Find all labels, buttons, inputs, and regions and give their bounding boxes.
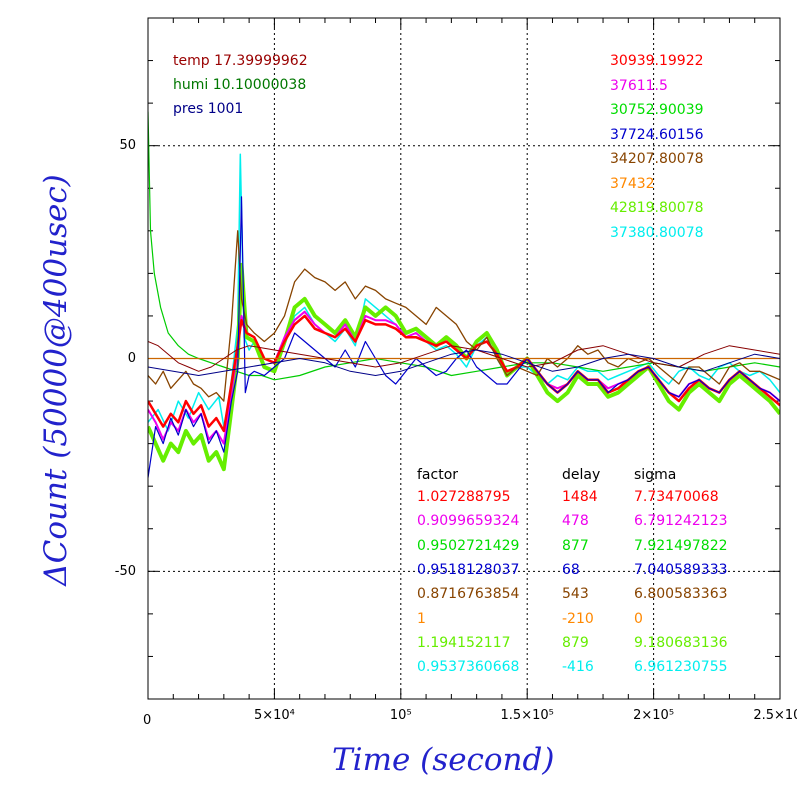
x-tick-label: 2×10⁵ [633,708,675,723]
stats-cell-factor: 1 [417,610,426,627]
x-tick-label: 0 [143,713,152,728]
stats-cell-delay: -416 [562,659,594,676]
series-line-6 [148,196,780,478]
stats-cell-delay: 68 [562,561,580,578]
stats-cell-factor: 0.9502721429 [417,537,520,554]
y-tick-label: -50 [114,563,136,579]
x-tick-label: 1.5×10⁵ [500,708,554,723]
env-legend-item: humi 10.10000038 [173,77,307,93]
series-line-2 [148,111,780,381]
series-line-3 [148,310,780,445]
stats-cell-delay: 1484 [562,489,598,505]
stats-cell-factor: 0.9518128037 [417,561,520,578]
x-tick-label: 10⁵ [389,708,412,723]
env-legend-item: pres 1001 [173,101,244,117]
x-tick-label: 5×10⁴ [253,708,295,723]
count-legend-item: 30752.90039 [610,102,704,118]
stats-cell-factor: 0.9099659324 [417,513,520,530]
stats-cell-factor: 1.027288795 [417,489,511,505]
count-legend-item: 37611.5 [610,77,668,94]
series-layer [148,111,780,478]
count-legend-item: 42819.80078 [610,200,704,216]
y-axis-label-text: ΔCount (50000@400usec) [38,174,74,586]
stats-header-sigma: sigma [634,467,677,483]
y-tick-label: 0 [127,351,136,366]
count-legend-item: 37432 [610,175,655,192]
plot-frame [147,17,781,700]
series-line-9 [148,349,780,376]
x-tick-label: 2.5×10⁵ [753,708,797,723]
count-legend-item: 30939.19922 [610,53,704,69]
env-legend-item: temp 17.39999962 [173,53,308,69]
series-line-0 [148,153,780,432]
stats-cell-factor: 0.8716763854 [417,586,520,603]
stats-cell-sigma: 9.180683136 [634,634,728,651]
count-legend-item: 37380.80078 [610,224,704,241]
stats-cell-delay: -210 [562,610,594,627]
stats-cell-delay: 543 [562,586,589,603]
series-line-1 [148,262,780,472]
stats-header-delay: delay [562,467,601,483]
stats-cell-factor: 0.9537360668 [417,659,520,676]
x-axis-label: Time (second) [332,742,555,778]
stats-cell-sigma: 0 [634,610,643,627]
count-legend-item: 34207.80078 [610,151,704,167]
stats-cell-sigma: 7.921497822 [634,537,728,554]
stats-cell-sigma: 7.040589333 [634,561,728,578]
count-legend-item: 37724.60156 [610,126,704,143]
stats-cell-delay: 877 [562,537,589,554]
series-line-8 [148,341,780,372]
stats-cell-sigma: 6.800583363 [634,586,728,603]
stats-cell-factor: 1.194152117 [417,634,511,651]
stats-cell-delay: 879 [562,634,589,651]
stats-cell-delay: 478 [562,513,589,530]
y-tick-label: 50 [119,138,136,154]
stats-header-factor: factor [417,467,459,483]
stats-cell-sigma: 7.73470068 [634,489,719,505]
series-line-5 [148,230,780,402]
stats-cell-sigma: 6.791242123 [634,513,728,530]
stats-cell-sigma: 6.961230755 [634,659,728,676]
